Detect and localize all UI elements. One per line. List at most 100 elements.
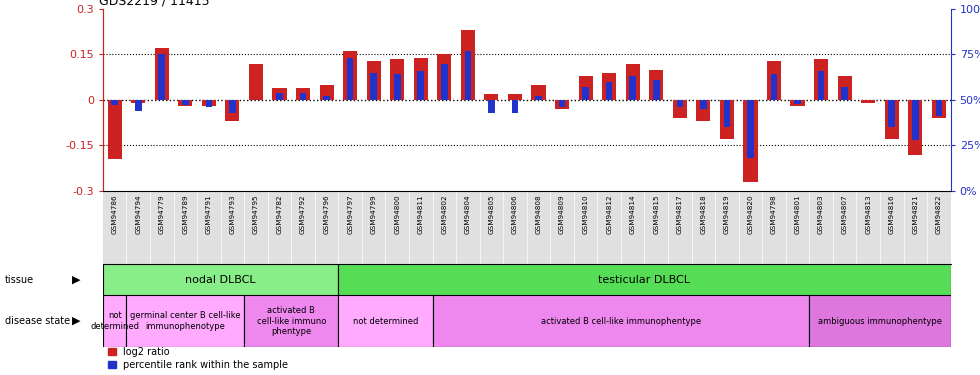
Text: ▶: ▶ (73, 274, 80, 285)
Bar (370, 73, 377, 100)
FancyBboxPatch shape (103, 295, 126, 347)
Bar (202, 100, 216, 106)
Bar (206, 100, 212, 107)
Bar (838, 76, 852, 100)
Bar (696, 100, 710, 121)
Text: germinal center B cell-like
immunophenotype: germinal center B cell-like immunophenot… (130, 311, 241, 331)
Bar (417, 71, 424, 100)
Bar (582, 87, 589, 100)
Bar (629, 76, 636, 100)
Bar (535, 96, 542, 100)
Text: GSM94818: GSM94818 (701, 195, 707, 234)
Text: not determined: not determined (353, 316, 418, 326)
Bar (700, 100, 707, 109)
Bar (767, 60, 781, 100)
Bar (461, 30, 475, 100)
Bar (602, 73, 616, 100)
Text: GSM94797: GSM94797 (347, 195, 353, 234)
Text: GSM94794: GSM94794 (135, 195, 141, 234)
Text: GSM94814: GSM94814 (630, 195, 636, 234)
Bar (723, 100, 730, 127)
Text: activated B cell-like immunophentype: activated B cell-like immunophentype (541, 316, 701, 326)
Bar (178, 100, 192, 106)
Bar (908, 100, 922, 154)
FancyBboxPatch shape (126, 295, 244, 347)
Text: tissue: tissue (5, 274, 34, 285)
Text: GSM94782: GSM94782 (276, 195, 282, 234)
Text: GSM94786: GSM94786 (112, 195, 118, 234)
Text: GSM94796: GSM94796 (323, 195, 329, 234)
Bar (465, 51, 471, 100)
Bar (390, 59, 405, 100)
Bar (653, 80, 660, 100)
Legend: log2 ratio, percentile rank within the sample: log2 ratio, percentile rank within the s… (108, 347, 288, 370)
Bar (578, 76, 593, 100)
Text: GSM94792: GSM94792 (300, 195, 306, 234)
Bar (606, 82, 612, 100)
Bar (559, 100, 565, 107)
Text: GSM94798: GSM94798 (771, 195, 777, 234)
Bar (744, 100, 758, 182)
Bar (649, 70, 663, 100)
Bar (323, 96, 330, 100)
Bar (108, 100, 122, 159)
FancyBboxPatch shape (244, 295, 338, 347)
Bar (437, 54, 452, 100)
Bar (229, 100, 236, 112)
FancyBboxPatch shape (338, 295, 432, 347)
FancyBboxPatch shape (338, 264, 951, 295)
Bar (747, 100, 754, 158)
Bar (131, 100, 145, 103)
Text: GSM94822: GSM94822 (936, 195, 942, 234)
Bar (343, 51, 357, 100)
Bar (555, 100, 569, 109)
Text: GSM94813: GSM94813 (865, 195, 871, 234)
Text: GSM94805: GSM94805 (488, 195, 495, 234)
Text: GSM94811: GSM94811 (417, 195, 423, 234)
Text: GSM94816: GSM94816 (889, 195, 895, 234)
Text: GSM94802: GSM94802 (441, 195, 447, 234)
Text: GSM94821: GSM94821 (912, 195, 918, 234)
Text: GSM94803: GSM94803 (818, 195, 824, 234)
Bar (885, 100, 899, 140)
Bar (135, 100, 141, 111)
Bar (936, 100, 942, 116)
Bar (319, 85, 333, 100)
Text: activated B
cell-like immuno
phentype: activated B cell-like immuno phentype (257, 306, 326, 336)
Text: GSM94809: GSM94809 (559, 195, 565, 234)
Text: ambiguous immunophentype: ambiguous immunophentype (818, 316, 942, 326)
Bar (676, 100, 683, 107)
Bar (272, 88, 286, 100)
Bar (414, 57, 428, 100)
Bar (912, 100, 918, 140)
Text: GSM94791: GSM94791 (206, 195, 212, 234)
Bar (488, 100, 495, 112)
Bar (347, 58, 354, 100)
Bar (842, 87, 848, 100)
Text: GDS2219 / 11415: GDS2219 / 11415 (99, 0, 210, 8)
Text: nodal DLBCL: nodal DLBCL (185, 274, 256, 285)
Bar (672, 100, 687, 118)
Bar (394, 75, 401, 100)
Bar (932, 100, 946, 118)
Bar (155, 48, 169, 100)
Bar (112, 100, 118, 105)
Text: GSM94793: GSM94793 (229, 195, 235, 234)
Text: disease state: disease state (5, 316, 70, 326)
Text: testicular DLBCL: testicular DLBCL (599, 274, 691, 285)
Bar (889, 100, 895, 127)
FancyBboxPatch shape (103, 264, 338, 295)
Text: not
determined: not determined (90, 311, 139, 331)
Bar (817, 71, 824, 100)
Text: GSM94812: GSM94812 (607, 195, 612, 234)
Text: GSM94819: GSM94819 (724, 195, 730, 234)
Text: ▶: ▶ (73, 316, 80, 326)
Bar (531, 85, 546, 100)
Bar (249, 63, 263, 100)
FancyBboxPatch shape (809, 295, 951, 347)
Text: GSM94815: GSM94815 (654, 195, 660, 234)
Bar (300, 93, 307, 100)
FancyBboxPatch shape (432, 295, 809, 347)
Text: GSM94795: GSM94795 (253, 195, 259, 234)
Text: GSM94808: GSM94808 (535, 195, 542, 234)
